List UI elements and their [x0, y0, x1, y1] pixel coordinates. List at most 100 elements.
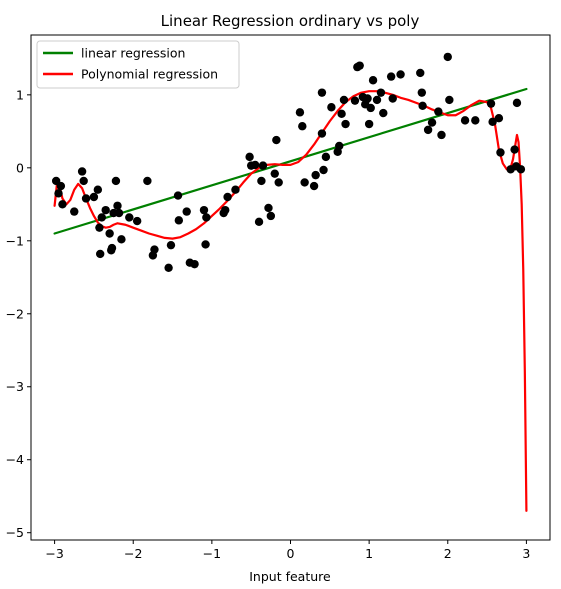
data-point: [355, 61, 364, 70]
data-point: [264, 203, 273, 213]
data-point: [93, 185, 103, 194]
data-point: [202, 213, 211, 222]
data-point: [54, 189, 63, 198]
data-point: [114, 208, 124, 218]
x-tick-label: 1: [365, 546, 373, 561]
data-point: [363, 94, 372, 103]
data-point: [113, 201, 122, 210]
data-point: [274, 178, 283, 187]
x-tick-label: 0: [287, 546, 295, 561]
data-point: [231, 185, 240, 194]
data-point: [427, 118, 437, 127]
data-point: [319, 165, 328, 175]
data-point: [70, 207, 79, 216]
x-tick-label: 2: [444, 546, 452, 561]
x-tick-label: −2: [124, 546, 142, 561]
data-point: [150, 245, 159, 254]
data-point: [258, 161, 268, 170]
data-point: [107, 243, 117, 253]
y-tick-label: −4: [6, 452, 24, 467]
data-point: [257, 176, 266, 186]
data-point: [96, 249, 105, 259]
y-tick-label: −2: [6, 306, 24, 321]
x-tick-label: −3: [45, 546, 63, 561]
y-axis: −5 −4 −3 −2 −1 0 1: [6, 87, 31, 540]
data-point: [309, 181, 319, 191]
x-tick-label: −1: [203, 546, 221, 561]
data-point: [516, 165, 526, 174]
data-point: [339, 95, 349, 105]
data-point: [350, 96, 360, 105]
data-point: [58, 200, 67, 209]
data-point: [445, 95, 454, 105]
data-point: [254, 217, 264, 227]
data-point: [386, 72, 396, 81]
data-point: [201, 240, 210, 249]
data-point: [321, 152, 331, 162]
data-point: [164, 263, 173, 272]
data-point: [266, 211, 276, 221]
data-point: [494, 113, 504, 123]
data-point: [496, 148, 505, 157]
legend-box: [36, 40, 240, 89]
data-point: [317, 129, 327, 138]
data-point: [417, 88, 427, 97]
data-point: [512, 98, 522, 108]
data-point: [77, 167, 87, 176]
data-point: [182, 207, 191, 216]
y-tick-label: −5: [6, 525, 24, 540]
data-point: [117, 235, 126, 244]
data-point: [174, 216, 184, 225]
data-point: [132, 216, 142, 226]
data-point: [95, 223, 104, 232]
data-point: [396, 70, 405, 79]
series-line-linear-regression: [53, 87, 528, 235]
data-point: [89, 192, 99, 202]
data-point: [337, 109, 346, 119]
x-axis: −3 −2 −1 0 1 2 3: [45, 540, 530, 561]
data-point: [437, 130, 446, 140]
data-point: [173, 191, 183, 200]
data-point: [416, 68, 425, 78]
data-point: [79, 176, 88, 186]
data-point: [460, 116, 470, 125]
data-point: [379, 108, 388, 118]
data-point: [81, 194, 91, 203]
y-tick-label: 0: [16, 160, 24, 175]
data-point: [245, 152, 254, 162]
data-point: [327, 103, 336, 112]
data-point: [486, 99, 496, 108]
data-point: [372, 95, 382, 105]
data-point: [364, 119, 374, 129]
y-tick-label: −1: [6, 233, 24, 248]
data-point: [510, 145, 519, 154]
data-point: [376, 88, 386, 97]
data-point: [97, 213, 106, 222]
plot-area: [51, 52, 528, 512]
legend: linear regression Polynomial regression: [36, 40, 240, 89]
data-point: [335, 141, 344, 151]
data-point: [101, 205, 110, 215]
chart-title: Linear Regression ordinary vs poly: [161, 12, 420, 30]
data-point: [250, 160, 260, 170]
y-tick-label: 1: [16, 87, 24, 102]
data-point: [56, 181, 66, 191]
data-point: [341, 119, 350, 129]
legend-label-polynomial: Polynomial regression: [81, 67, 218, 82]
data-point: [317, 88, 327, 97]
y-tick-label: −3: [6, 379, 24, 394]
data-point: [418, 101, 427, 110]
data-point: [434, 107, 443, 116]
data-point: [111, 176, 121, 186]
data-point: [105, 229, 114, 238]
data-point: [423, 125, 433, 135]
data-point: [298, 122, 307, 131]
data-point: [166, 240, 176, 250]
data-point: [190, 259, 199, 269]
data-point: [300, 178, 309, 187]
data-point: [368, 76, 378, 85]
data-point: [471, 116, 480, 125]
legend-label-linear: linear regression: [81, 46, 185, 61]
